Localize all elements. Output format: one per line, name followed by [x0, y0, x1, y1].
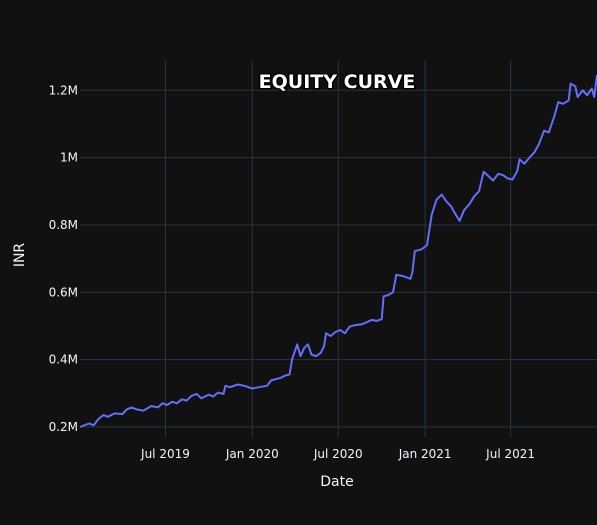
x-tick-label: Jul 2020 [313, 447, 363, 461]
y-tick-label: 0.8M [49, 218, 78, 232]
y-tick-label: 0.4M [49, 353, 78, 367]
grid-lines [80, 60, 597, 437]
y-tick-label: 0.6M [49, 285, 78, 299]
y-axis-ticks: 0.2M 0.4M 0.6M 0.8M 1M 1.2M [49, 83, 78, 434]
equity-series-line [79, 74, 597, 428]
x-tick-label: Jan 2020 [225, 447, 279, 461]
chart-title: EQUITY CURVE [259, 71, 416, 93]
x-axis-title: Date [320, 474, 353, 490]
y-tick-label: 0.2M [49, 420, 78, 434]
x-tick-label: Jul 2021 [485, 447, 535, 461]
y-axis-title: INR [12, 243, 28, 268]
x-axis-ticks: Jul 2019 Jan 2020 Jul 2020 Jan 2021 Jul 2021 [140, 447, 535, 461]
x-tick-label: Jan 2021 [398, 447, 452, 461]
y-tick-label: 1M [60, 151, 78, 165]
plot-area [79, 74, 597, 428]
y-tick-label: 1.2M [49, 83, 78, 97]
x-tick-label: Jul 2019 [140, 447, 190, 461]
